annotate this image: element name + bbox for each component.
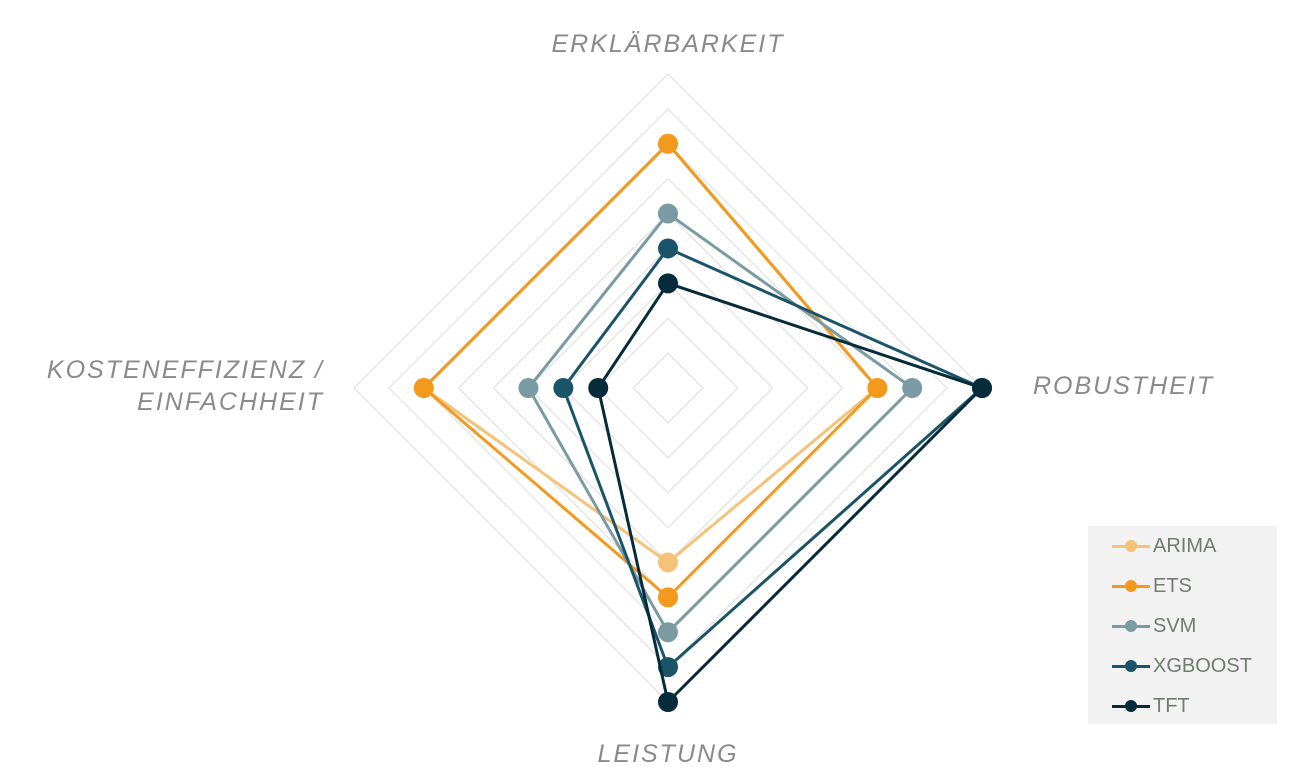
grid-ring bbox=[527, 247, 809, 529]
grid-ring bbox=[353, 73, 983, 703]
axis-label: ERKLÄRBARKEIT bbox=[551, 30, 784, 58]
axis-label: KOSTENEFFIZIENZ / bbox=[47, 356, 325, 384]
axis-label: EINFACHHEIT bbox=[137, 388, 324, 416]
data-point-svm bbox=[658, 622, 678, 643]
legend-label: TFT bbox=[1153, 694, 1190, 717]
legend-label: ARIMA bbox=[1153, 534, 1217, 557]
grid-ring bbox=[562, 282, 774, 494]
data-point-xgboost bbox=[553, 378, 574, 398]
legend-marker-icon bbox=[1112, 576, 1150, 596]
data-point-tft bbox=[658, 692, 678, 712]
data-point-xgboost bbox=[658, 657, 678, 678]
data-point-ets bbox=[658, 587, 678, 608]
legend-item-arima[interactable]: ARIMA bbox=[1112, 534, 1217, 557]
legend: ARIMA ETS SVM XGBOOST TFT bbox=[1088, 526, 1277, 724]
data-point-tft bbox=[972, 378, 992, 398]
legend-item-svm[interactable]: SVM bbox=[1112, 614, 1197, 637]
series-line-svm bbox=[526, 212, 914, 634]
data-point-svm bbox=[658, 203, 678, 224]
legend-item-tft[interactable]: TFT bbox=[1112, 694, 1190, 717]
grid-ring bbox=[388, 108, 948, 668]
data-point-arima bbox=[658, 552, 678, 573]
grid-ring bbox=[597, 317, 739, 459]
legend-label: XGBOOST bbox=[1153, 654, 1252, 677]
legend-item-ets[interactable]: ETS bbox=[1112, 574, 1192, 597]
series-line-tft bbox=[596, 281, 984, 704]
legend-marker-icon bbox=[1112, 536, 1150, 556]
data-point-xgboost bbox=[658, 238, 678, 259]
axis-label: LEISTUNG bbox=[597, 740, 738, 768]
series-line-arima bbox=[422, 142, 879, 564]
data-point-ets bbox=[867, 378, 888, 398]
legend-marker-icon bbox=[1112, 656, 1150, 676]
data-point-tft bbox=[658, 273, 678, 294]
data-point-ets bbox=[413, 378, 434, 398]
grid-ring bbox=[632, 352, 704, 424]
data-point-svm bbox=[902, 378, 923, 398]
legend-marker-icon bbox=[1112, 616, 1150, 636]
data-point-ets bbox=[658, 133, 678, 154]
axis-label: ROBUSTHEIT bbox=[1033, 372, 1214, 400]
legend-item-xgboost[interactable]: XGBOOST bbox=[1112, 654, 1252, 677]
data-point-svm bbox=[518, 378, 539, 398]
legend-label: SVM bbox=[1153, 614, 1197, 637]
legend-marker-icon bbox=[1112, 696, 1150, 716]
legend-label: ETS bbox=[1153, 574, 1192, 597]
data-point-tft bbox=[588, 378, 609, 398]
